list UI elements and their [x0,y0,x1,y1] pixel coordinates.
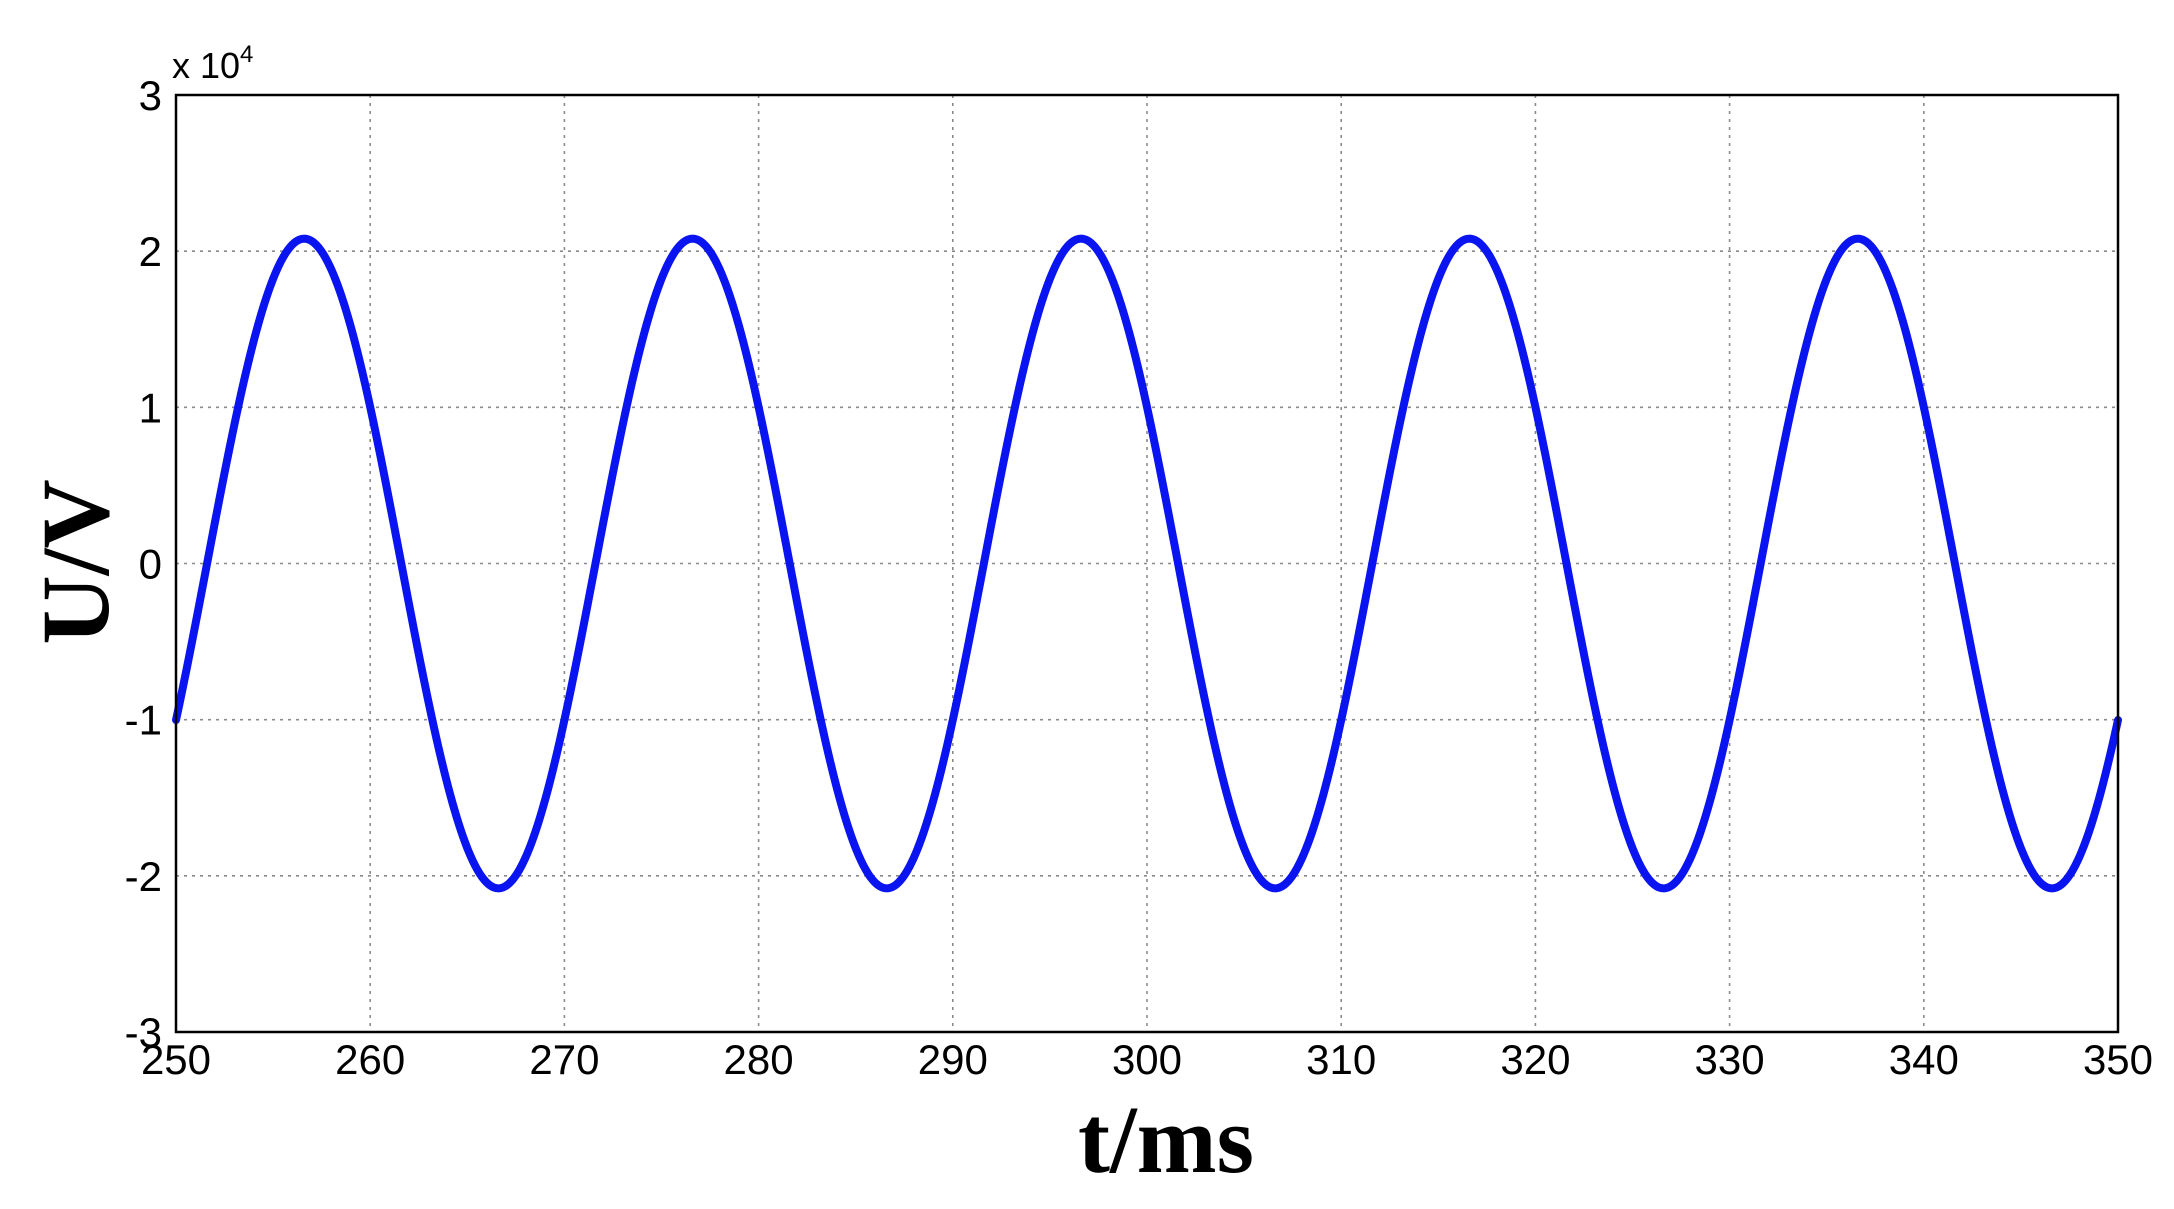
y-tick-label: 1 [139,384,162,431]
y-axis-label: U/V [22,479,129,644]
y-tick-label: 3 [139,72,162,119]
y-axis-multiplier: x 104 [172,41,253,86]
x-axis-ticks: 250 260 270 280 290 300 310 320 330 340 350 [141,1036,2153,1083]
x-tick-label: 280 [724,1036,794,1083]
x-tick-label: 320 [1500,1036,1570,1083]
grid [176,95,2118,1032]
x-tick-label: 310 [1306,1036,1376,1083]
x-tick-label: 250 [141,1036,211,1083]
y-tick-label: 0 [139,541,162,588]
x-tick-label: 290 [918,1036,988,1083]
y-multiplier-exponent: 4 [240,41,253,68]
y-tick-label: -2 [125,853,162,900]
x-tick-label: 270 [529,1036,599,1083]
x-tick-label: 300 [1112,1036,1182,1083]
x-tick-label: 350 [2083,1036,2153,1083]
series-line-voltage [172,234,2122,893]
x-tick-label: 340 [1889,1036,1959,1083]
y-tick-label: -3 [125,1009,162,1056]
y-multiplier-base: x 10 [172,45,240,86]
plot-frame [174,93,2120,1034]
y-axis-ticks: 3 2 1 0 -1 -2 -3 [125,72,162,1056]
x-tick-label: 330 [1695,1036,1765,1083]
x-axis-label: t/ms [1078,1086,1254,1193]
x-tick-label: 260 [335,1036,405,1083]
y-tick-label: 2 [139,228,162,275]
y-tick-label: -1 [125,697,162,744]
